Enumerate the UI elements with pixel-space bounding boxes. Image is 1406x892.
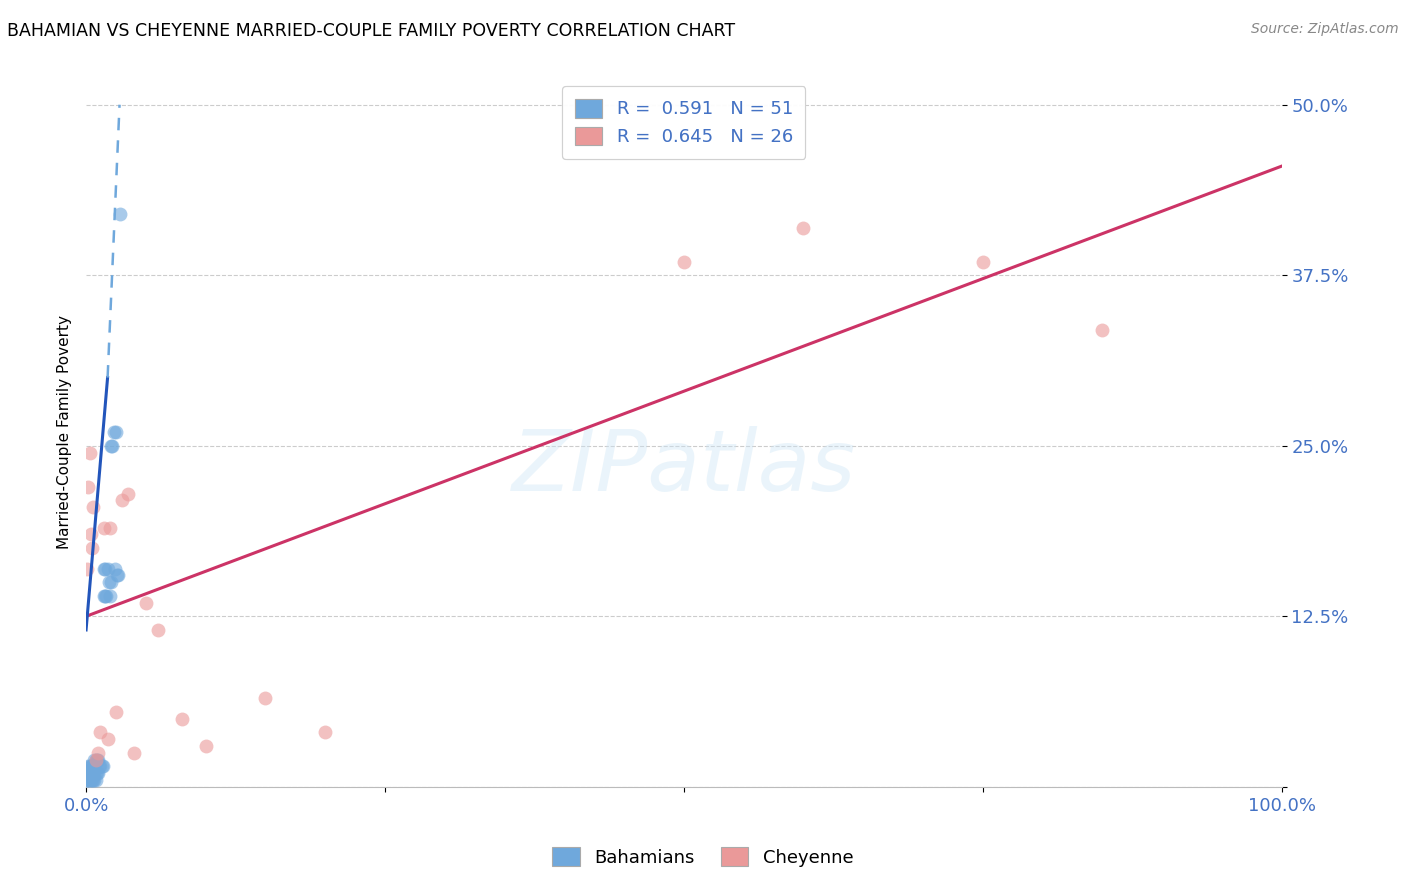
Point bbox=[94, 561, 117, 575]
Point bbox=[1091, 323, 1114, 337]
Point bbox=[314, 725, 336, 739]
Point bbox=[108, 207, 131, 221]
Point bbox=[104, 705, 127, 719]
Point bbox=[83, 772, 105, 787]
Text: BAHAMIAN VS CHEYENNE MARRIED-COUPLE FAMILY POVERTY CORRELATION CHART: BAHAMIAN VS CHEYENNE MARRIED-COUPLE FAMI… bbox=[7, 22, 735, 40]
Point bbox=[672, 254, 695, 268]
Point bbox=[79, 764, 101, 778]
Point bbox=[105, 568, 128, 582]
Point bbox=[84, 766, 107, 780]
Legend: R =  0.591   N = 51, R =  0.645   N = 26: R = 0.591 N = 51, R = 0.645 N = 26 bbox=[562, 87, 806, 159]
Point bbox=[194, 739, 217, 753]
Point bbox=[80, 772, 103, 787]
Point bbox=[93, 521, 115, 535]
Point bbox=[77, 759, 100, 773]
Point bbox=[83, 753, 105, 767]
Point bbox=[91, 759, 114, 773]
Point bbox=[89, 759, 111, 773]
Point bbox=[792, 220, 814, 235]
Point bbox=[93, 561, 115, 575]
Point bbox=[82, 759, 104, 773]
Point bbox=[96, 589, 118, 603]
Point bbox=[170, 712, 193, 726]
Point bbox=[80, 759, 103, 773]
Point bbox=[76, 766, 98, 780]
Point bbox=[97, 561, 120, 575]
Point bbox=[86, 753, 108, 767]
Point bbox=[104, 425, 127, 439]
Legend: Bahamians, Cheyenne: Bahamians, Cheyenne bbox=[546, 840, 860, 874]
Point bbox=[82, 766, 104, 780]
Point bbox=[79, 759, 101, 773]
Point bbox=[98, 521, 121, 535]
Point bbox=[79, 445, 101, 459]
Point bbox=[80, 527, 103, 541]
Point bbox=[77, 772, 100, 787]
Point bbox=[80, 772, 103, 787]
Point bbox=[76, 772, 98, 787]
Point bbox=[80, 541, 103, 555]
Point bbox=[103, 425, 125, 439]
Point bbox=[100, 575, 122, 590]
Point bbox=[90, 759, 112, 773]
Point bbox=[79, 772, 101, 787]
Point bbox=[83, 766, 105, 780]
Point bbox=[80, 766, 103, 780]
Point bbox=[122, 746, 145, 760]
Text: ZIPatlas: ZIPatlas bbox=[512, 426, 856, 509]
Point bbox=[77, 766, 100, 780]
Point bbox=[98, 589, 121, 603]
Point bbox=[87, 766, 110, 780]
Point bbox=[84, 772, 107, 787]
Point bbox=[84, 753, 107, 767]
Point bbox=[97, 732, 120, 747]
Point bbox=[77, 480, 100, 494]
Point bbox=[107, 568, 129, 582]
Point bbox=[87, 746, 110, 760]
Point bbox=[82, 772, 104, 787]
Point bbox=[972, 254, 994, 268]
Point bbox=[87, 753, 110, 767]
Point bbox=[76, 766, 98, 780]
Point bbox=[80, 766, 103, 780]
Point bbox=[76, 772, 98, 787]
Point bbox=[135, 596, 157, 610]
Point bbox=[89, 725, 111, 739]
Y-axis label: Married-Couple Family Poverty: Married-Couple Family Poverty bbox=[58, 315, 72, 549]
Point bbox=[89, 759, 111, 773]
Point bbox=[97, 575, 120, 590]
Point bbox=[254, 691, 277, 706]
Point bbox=[111, 493, 134, 508]
Point bbox=[100, 439, 122, 453]
Point bbox=[93, 589, 115, 603]
Point bbox=[86, 766, 108, 780]
Point bbox=[117, 486, 139, 500]
Point bbox=[146, 623, 169, 637]
Point bbox=[101, 439, 124, 453]
Point bbox=[80, 759, 103, 773]
Point bbox=[104, 561, 127, 575]
Point bbox=[84, 753, 107, 767]
Point bbox=[94, 589, 117, 603]
Text: Source: ZipAtlas.com: Source: ZipAtlas.com bbox=[1251, 22, 1399, 37]
Point bbox=[82, 500, 104, 515]
Point bbox=[76, 561, 98, 575]
Point bbox=[79, 769, 101, 783]
